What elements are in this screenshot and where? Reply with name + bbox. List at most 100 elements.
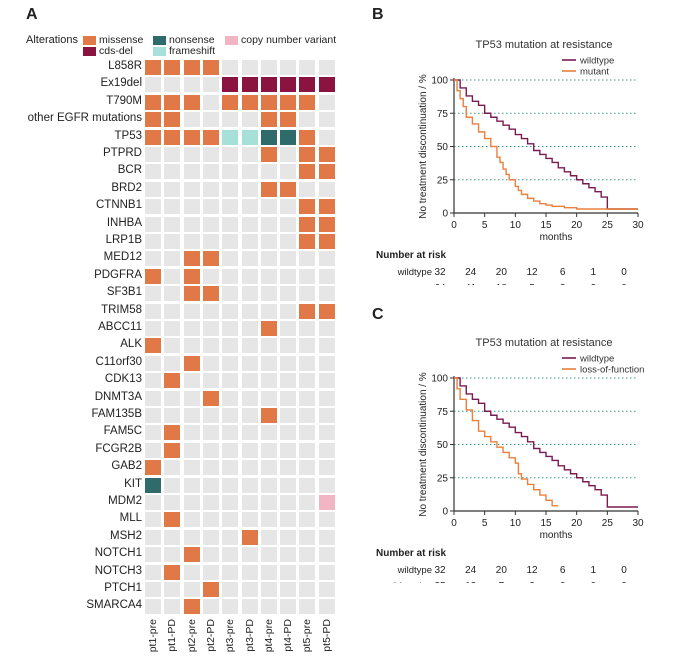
- risk-row-label: wildtype: [397, 267, 432, 278]
- risk-value: 20: [496, 565, 508, 576]
- x-tick-label: 15: [540, 518, 552, 529]
- km-curve-mutant: [454, 79, 638, 210]
- oncoprint-cell: [299, 60, 316, 75]
- oncoprint-cell: [260, 147, 277, 162]
- oncoprint-cell: [164, 390, 181, 406]
- y-tick-label: 75: [437, 407, 449, 418]
- gene-label: FAM5C: [103, 425, 142, 438]
- sample-label: pt2-pre: [185, 618, 198, 653]
- oncoprint-cell: [222, 547, 239, 563]
- risk-value: 18: [496, 283, 508, 285]
- oncoprint-cell: [299, 477, 316, 493]
- oncoprint-cell: [202, 60, 219, 75]
- oncoprint-cell: [260, 564, 277, 580]
- oncoprint-cell: [222, 373, 239, 389]
- oncoprint-cell: [164, 477, 181, 493]
- oncoprint-cell: [280, 199, 297, 215]
- oncoprint-cell: [164, 286, 181, 302]
- risk-table-title: Number at risk: [376, 250, 446, 261]
- oncoprint-cell: [280, 164, 297, 180]
- oncoprint-cell: [202, 373, 219, 389]
- oncoprint-cell: [145, 129, 161, 145]
- oncoprint-cell: [164, 112, 181, 128]
- oncoprint-cell: [241, 181, 258, 197]
- oncoprint-cell: [280, 338, 297, 354]
- oncoprint-cell: [241, 477, 258, 493]
- gene-label: LRP1B: [105, 234, 142, 246]
- oncoprint-cell: [202, 234, 219, 249]
- oncoprint-cell: [299, 460, 316, 476]
- gene-label: ABCC11: [98, 321, 142, 333]
- oncoprint-cell: [318, 390, 335, 406]
- oncoprint-cell: [241, 268, 258, 284]
- oncoprint-cell: [280, 582, 297, 597]
- oncoprint-cell: [241, 286, 258, 302]
- oncoprint-cell: [280, 373, 297, 389]
- oncoprint-cell: [260, 251, 277, 267]
- oncoprint-cell: [164, 77, 181, 93]
- oncoprint-cell: [318, 442, 335, 458]
- oncoprint-cell: [241, 408, 258, 423]
- oncoprint-cell: [202, 129, 219, 145]
- oncoprint-cell: [260, 529, 277, 545]
- oncoprint-cell: [164, 60, 181, 75]
- oncoprint-cell: [164, 355, 181, 371]
- oncoprint-cell: [202, 442, 219, 458]
- gene-label: BCR: [117, 164, 142, 177]
- gene-label: GAB2: [111, 460, 142, 473]
- oncoprint-cell: [183, 94, 200, 110]
- oncoprint-cell: [241, 547, 258, 563]
- risk-value: 20: [496, 267, 508, 278]
- oncoprint-cell: [164, 234, 181, 249]
- oncoprint-cell: [260, 164, 277, 180]
- oncoprint-cell: [260, 390, 277, 406]
- legend-swatch-frameshift: [153, 47, 166, 56]
- oncoprint-cell: [164, 442, 181, 458]
- oncoprint-cell: [280, 564, 297, 580]
- gene-label: BRD2: [111, 181, 142, 194]
- oncoprint-cell: [318, 199, 335, 215]
- gene-label: other EGFR mutations: [27, 112, 142, 125]
- oncoprint-cell: [318, 94, 335, 110]
- gene-label: INHBA: [106, 216, 142, 229]
- km-curve-wildtype: [454, 79, 638, 210]
- oncoprint-cell: [183, 164, 200, 180]
- y-tick-label: 0: [442, 209, 448, 220]
- oncoprint-cell: [202, 94, 219, 110]
- oncoprint-cell: [260, 355, 277, 371]
- oncoprint-cell: [318, 460, 335, 476]
- oncoprint-cell: [202, 216, 219, 232]
- oncoprint-cell: [183, 303, 200, 319]
- gene-label: PDGFRA: [94, 268, 142, 281]
- oncoprint-cell: [260, 425, 277, 441]
- oncoprint-cell: [280, 286, 297, 302]
- oncoprint-cell: [318, 547, 335, 563]
- oncoprint-cell: [241, 94, 258, 110]
- oncoprint-cell: [299, 599, 316, 615]
- sample-label: pt4-pre: [262, 618, 275, 653]
- oncoprint-cell: [222, 216, 239, 232]
- oncoprint-cell: [222, 94, 239, 110]
- risk-value: 1: [591, 565, 597, 576]
- oncoprint-cell: [222, 599, 239, 615]
- oncoprint-cell: [241, 425, 258, 441]
- oncoprint-cell: [299, 408, 316, 423]
- oncoprint-cell: [202, 512, 219, 528]
- gene-label: FCGR2B: [95, 442, 142, 455]
- oncoprint-cell: [222, 390, 239, 406]
- oncoprint-cell: [241, 442, 258, 458]
- oncoprint-cell: [241, 599, 258, 615]
- oncoprint-cell: [299, 529, 316, 545]
- gene-label: MLL: [119, 512, 142, 525]
- oncoprint-cell: [299, 286, 316, 302]
- oncoprint-cell: [280, 495, 297, 510]
- oncoprint-cell: [260, 495, 277, 510]
- y-tick-label: 25: [437, 175, 449, 186]
- oncoprint-cell: [260, 599, 277, 615]
- oncoprint-cell: [183, 547, 200, 563]
- oncoprint-cell: [318, 321, 335, 336]
- legend-swatch-cds-del: [83, 47, 96, 56]
- risk-value: 32: [434, 565, 446, 576]
- oncoprint-cell: [260, 60, 277, 75]
- oncoprint-cell: [318, 495, 335, 510]
